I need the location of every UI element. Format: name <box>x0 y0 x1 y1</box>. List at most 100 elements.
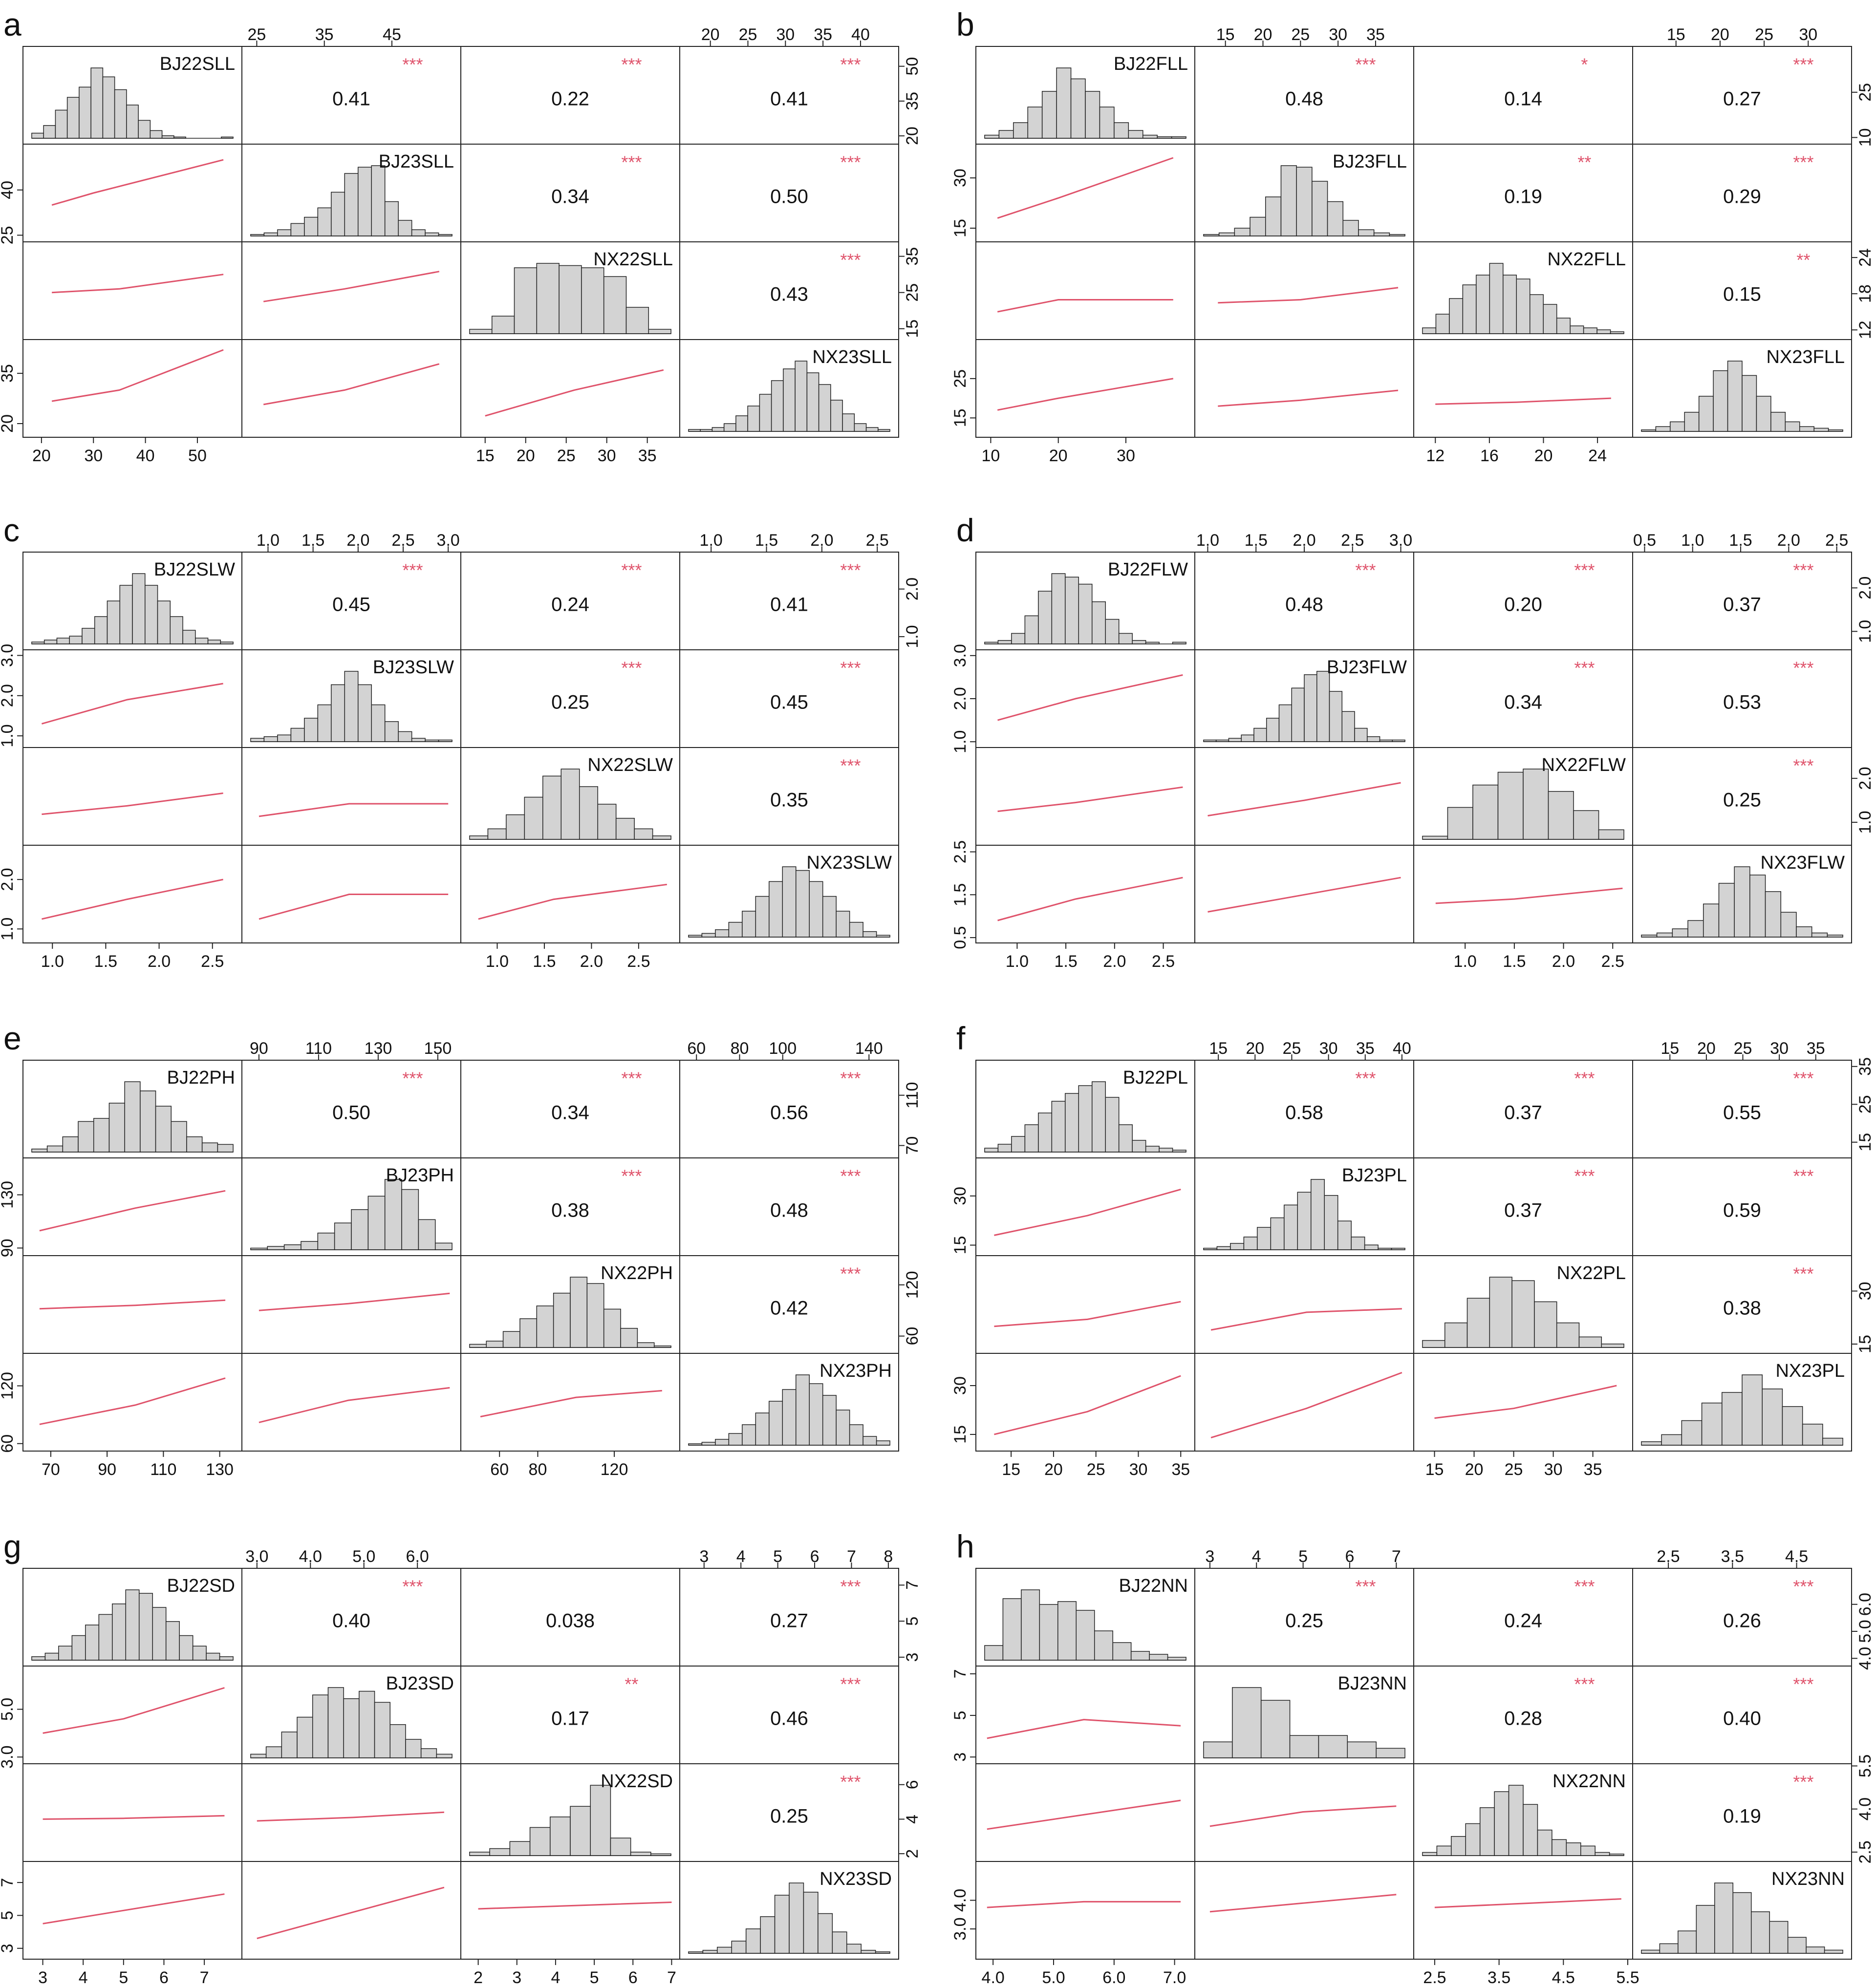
histogram-bar <box>836 1410 850 1446</box>
x-tick-label: 2.5 <box>627 952 650 971</box>
histogram-bar <box>1462 284 1477 334</box>
variable-name: BJ22SLL <box>160 54 235 74</box>
histogram-bar <box>384 1179 402 1250</box>
x-tick-label: 2.0 <box>1103 952 1126 971</box>
histogram-bar <box>93 1118 110 1153</box>
x-tick-label: 2.5 <box>1423 1968 1446 1987</box>
x-tick-label: 2.0 <box>1777 531 1800 550</box>
histogram-bar <box>701 933 716 938</box>
x-tick-label: 50 <box>188 447 207 465</box>
x-tick-label: 30 <box>1129 1460 1148 1479</box>
y-tick-label: 1.0 <box>903 625 922 648</box>
histogram-bar <box>1422 1340 1445 1348</box>
histogram-bar <box>863 1436 877 1446</box>
histogram-bar <box>1537 1829 1553 1856</box>
significance: *** <box>1793 1577 1813 1597</box>
histogram-bar <box>717 1946 732 1954</box>
histogram-bar <box>206 1652 220 1661</box>
cell-frame <box>975 747 1195 846</box>
x-tick-label: 2 <box>474 1968 483 1987</box>
y-tick-label: 4 <box>903 1815 922 1824</box>
histogram-bar <box>1347 1741 1377 1758</box>
y-tick-label: 3 <box>0 1944 17 1953</box>
trend-line <box>480 1389 662 1418</box>
histogram-bar <box>1595 1852 1610 1856</box>
cell-frame <box>1632 845 1852 943</box>
x-tick-label: 16 <box>1480 447 1499 465</box>
histogram-bar <box>760 1916 776 1954</box>
histogram-bar <box>425 232 439 236</box>
histogram-bar <box>201 1142 218 1153</box>
histogram-bar <box>186 1136 203 1153</box>
trend-line <box>259 1387 450 1423</box>
x-tick-label: 15 <box>1002 1460 1020 1479</box>
x-tick-label: 25 <box>1283 1039 1301 1058</box>
histogram-bar <box>755 896 770 938</box>
histogram-bar <box>809 881 823 938</box>
histogram-bar <box>359 1690 375 1758</box>
histogram-bar <box>842 413 855 432</box>
histogram-bar <box>1734 866 1750 938</box>
significance: *** <box>840 152 861 172</box>
histogram-bar <box>374 1702 391 1758</box>
variable-name: BJ22NN <box>1119 1576 1188 1596</box>
y-tick-label: 40 <box>0 181 17 199</box>
pairs-panel: h 4.0 5.0 6.0 7.0 4.0 5.0 6.0 BJ22NN 3 4 5 6 7 3 5 7 BJ23… <box>951 1528 1875 1987</box>
cell-frame <box>679 1861 899 1960</box>
x-tick-label: 25 <box>1505 1460 1523 1479</box>
x-tick-label: 7.0 <box>1163 1968 1186 1987</box>
histogram-bar <box>152 1607 167 1661</box>
correlation: 0.48 <box>770 1200 808 1221</box>
y-tick-label: 25 <box>0 226 17 245</box>
histogram-bar <box>1489 1277 1512 1348</box>
x-tick-label: 30 <box>1117 447 1135 465</box>
x-tick-label: 30 <box>598 447 616 465</box>
x-tick-label: 2.0 <box>1293 531 1315 550</box>
histogram-bar <box>550 1817 571 1856</box>
trend-line <box>1209 1805 1397 1827</box>
y-tick-label: 4.0 <box>1856 1647 1875 1670</box>
x-tick-label: 150 <box>424 1039 452 1058</box>
x-tick-label: 1.5 <box>533 952 556 971</box>
histogram-bar <box>849 1424 863 1446</box>
cell-frame <box>975 241 1195 340</box>
variable-name: BJ23NN <box>1338 1673 1407 1694</box>
histogram-bar <box>171 1121 187 1153</box>
y-tick-label: 1.0 <box>1856 811 1875 834</box>
x-tick-label: 25 <box>1291 25 1310 44</box>
trend-line <box>997 674 1183 721</box>
histogram-bar <box>861 1949 876 1954</box>
histogram-bar <box>795 870 810 938</box>
correlation: 0.27 <box>770 1610 808 1632</box>
histogram-bar <box>1041 91 1057 139</box>
histogram-bar <box>55 109 68 139</box>
x-tick-label: 2.0 <box>1552 952 1575 971</box>
correlation: 0.50 <box>770 186 808 208</box>
histogram-bar <box>876 1440 890 1446</box>
histogram-bar <box>1297 1192 1312 1250</box>
y-tick-label: 15 <box>951 408 970 427</box>
trend-line <box>1434 1898 1621 1908</box>
histogram-bar <box>1114 122 1129 139</box>
histogram-bar <box>1497 771 1524 840</box>
histogram-bar <box>1284 1204 1298 1250</box>
histogram-bar <box>317 207 332 236</box>
histogram-bar <box>71 1635 86 1661</box>
significance: *** <box>1574 1069 1595 1089</box>
histogram-bar <box>66 97 80 139</box>
histogram-bar <box>1070 78 1086 139</box>
trend-line <box>478 883 667 920</box>
histogram-bar <box>1655 426 1671 432</box>
histogram-bar <box>723 423 736 432</box>
histogram-bar <box>1670 421 1685 432</box>
y-tick-label: 130 <box>0 1181 17 1209</box>
correlation: 0.59 <box>1723 1200 1761 1221</box>
trend-line <box>39 1299 226 1310</box>
trend-line <box>41 683 223 725</box>
histogram-bar <box>434 1242 453 1250</box>
y-tick-label: 2.0 <box>1856 577 1875 599</box>
trend-line <box>257 1811 444 1822</box>
histogram-bar <box>411 229 426 236</box>
histogram-bar <box>283 1244 302 1250</box>
histogram-bar <box>401 1189 419 1250</box>
